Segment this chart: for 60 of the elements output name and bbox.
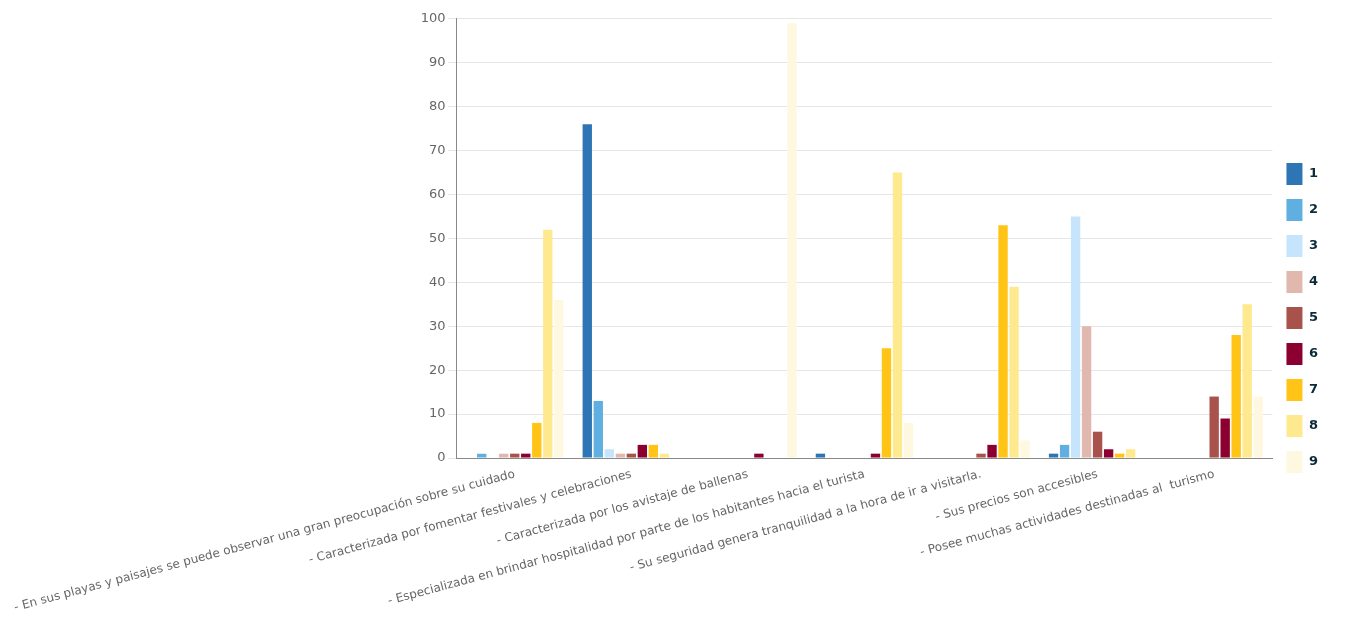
bar (1253, 396, 1263, 458)
y-tick-label: 10 (428, 405, 446, 421)
bar (659, 453, 670, 458)
y-tick-label: 100 (420, 10, 446, 26)
bar (976, 453, 986, 458)
bar (870, 453, 881, 458)
y-tick-label: 70 (428, 141, 446, 157)
bar (1209, 396, 1219, 458)
y-tick-label: 40 (428, 273, 446, 289)
bar (787, 23, 797, 458)
bar (1059, 444, 1070, 458)
bar (604, 449, 614, 458)
y-tick-label: 80 (428, 98, 446, 114)
legend-label: 4 (1308, 273, 1318, 289)
bar (615, 453, 625, 458)
bar (1092, 431, 1103, 458)
y-tick-label: 90 (428, 54, 446, 70)
bar (1231, 335, 1241, 458)
bar (881, 348, 892, 458)
bar (1009, 286, 1019, 458)
y-tick-label: 30 (428, 317, 446, 333)
bar (754, 453, 764, 458)
bar (521, 453, 531, 458)
bar (903, 422, 914, 458)
bar (1114, 453, 1125, 458)
bar (499, 453, 509, 458)
bar (543, 229, 553, 458)
bar (637, 444, 647, 458)
bar (1070, 216, 1081, 458)
legend-label: 1 (1308, 165, 1318, 181)
bar (648, 444, 659, 458)
legend-label: 7 (1308, 381, 1318, 397)
legend-label: 5 (1308, 309, 1318, 325)
bar (532, 422, 542, 458)
legend-label: 3 (1308, 237, 1318, 253)
bar (582, 124, 592, 458)
legend-label: 2 (1308, 201, 1318, 217)
bar (477, 453, 487, 458)
bar (987, 444, 997, 458)
bar (554, 299, 564, 458)
bar (1220, 418, 1230, 458)
bar (1125, 449, 1136, 458)
bar (1242, 304, 1252, 458)
y-tick-label: 20 (428, 361, 446, 377)
y-tick-label: 50 (428, 229, 446, 245)
bar (626, 453, 636, 458)
bar (510, 453, 520, 458)
legend-label: 6 (1308, 345, 1318, 361)
bar (1048, 453, 1059, 458)
bar (892, 172, 903, 458)
y-tick-label: 0 (437, 449, 446, 465)
bar (1103, 449, 1114, 458)
bar (593, 400, 603, 458)
legend-label: 9 (1308, 453, 1318, 469)
bar (1081, 326, 1092, 458)
bar (998, 225, 1008, 458)
y-tick-label: 60 (428, 185, 446, 201)
legend-label: 8 (1308, 417, 1318, 433)
bar (815, 453, 826, 458)
bar (1020, 440, 1030, 458)
